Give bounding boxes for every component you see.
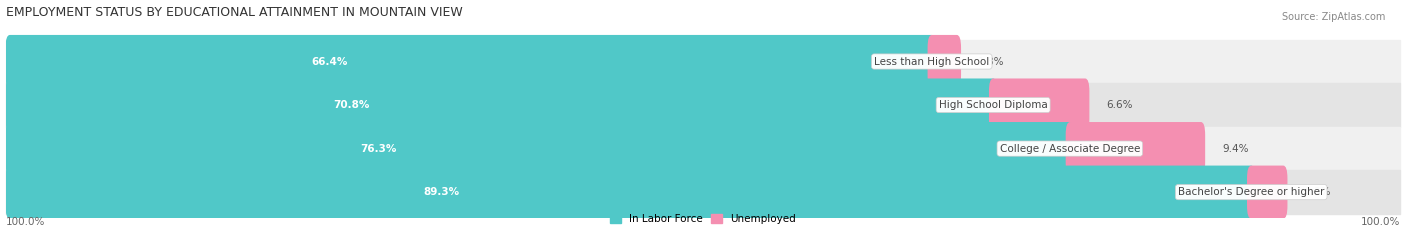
Text: College / Associate Degree: College / Associate Degree bbox=[1000, 144, 1140, 154]
Bar bbox=[6, 83, 1400, 127]
Text: 100.0%: 100.0% bbox=[1361, 217, 1400, 227]
Text: 70.8%: 70.8% bbox=[333, 100, 370, 110]
FancyBboxPatch shape bbox=[1247, 166, 1288, 219]
Text: EMPLOYMENT STATUS BY EDUCATIONAL ATTAINMENT IN MOUNTAIN VIEW: EMPLOYMENT STATUS BY EDUCATIONAL ATTAINM… bbox=[6, 6, 463, 19]
FancyBboxPatch shape bbox=[6, 122, 1074, 175]
Text: High School Diploma: High School Diploma bbox=[939, 100, 1047, 110]
Text: 6.6%: 6.6% bbox=[1107, 100, 1133, 110]
Text: Bachelor's Degree or higher: Bachelor's Degree or higher bbox=[1178, 187, 1324, 197]
Bar bbox=[6, 170, 1400, 214]
FancyBboxPatch shape bbox=[6, 79, 997, 132]
Bar bbox=[6, 127, 1400, 170]
Text: 2.3%: 2.3% bbox=[1305, 187, 1330, 197]
Legend: In Labor Force, Unemployed: In Labor Force, Unemployed bbox=[606, 210, 800, 228]
FancyBboxPatch shape bbox=[1066, 122, 1205, 175]
FancyBboxPatch shape bbox=[928, 35, 962, 88]
Text: 89.3%: 89.3% bbox=[423, 187, 460, 197]
Text: 9.4%: 9.4% bbox=[1222, 144, 1249, 154]
FancyBboxPatch shape bbox=[6, 35, 936, 88]
Text: 66.4%: 66.4% bbox=[312, 56, 347, 66]
Text: Less than High School: Less than High School bbox=[875, 56, 990, 66]
FancyBboxPatch shape bbox=[6, 166, 1256, 219]
Text: 100.0%: 100.0% bbox=[6, 217, 45, 227]
FancyBboxPatch shape bbox=[988, 79, 1090, 132]
Text: 1.8%: 1.8% bbox=[977, 56, 1004, 66]
Text: 76.3%: 76.3% bbox=[360, 144, 396, 154]
Text: Source: ZipAtlas.com: Source: ZipAtlas.com bbox=[1281, 12, 1385, 22]
Bar bbox=[6, 40, 1400, 83]
